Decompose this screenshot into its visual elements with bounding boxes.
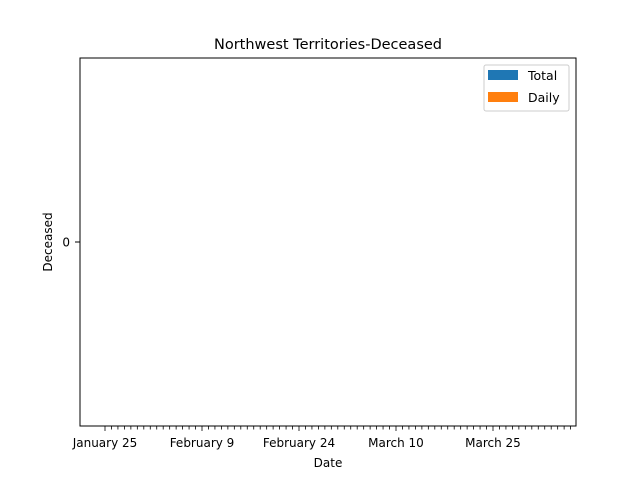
legend-label-daily: Daily — [528, 90, 560, 105]
legend-swatch-total — [488, 70, 518, 80]
x-ticks — [104, 426, 571, 431]
x-tick-label-0: January 25 — [72, 436, 138, 450]
legend-label-total: Total — [527, 68, 557, 83]
x-tick-label-2: February 24 — [263, 436, 335, 450]
x-tick-label-3: March 10 — [368, 436, 424, 450]
legend: Total Daily — [483, 64, 570, 112]
x-axis-label: Date — [314, 456, 343, 470]
y-axis-label: Deceased — [41, 212, 55, 271]
y-tick-label-0: 0 — [62, 236, 70, 250]
plot-area — [79, 57, 577, 427]
legend-swatch-daily — [488, 92, 518, 102]
x-tick-label-1: February 9 — [170, 436, 235, 450]
x-tick-label-4: March 25 — [465, 436, 521, 450]
chart-title: Northwest Territories-Deceased — [214, 37, 442, 53]
